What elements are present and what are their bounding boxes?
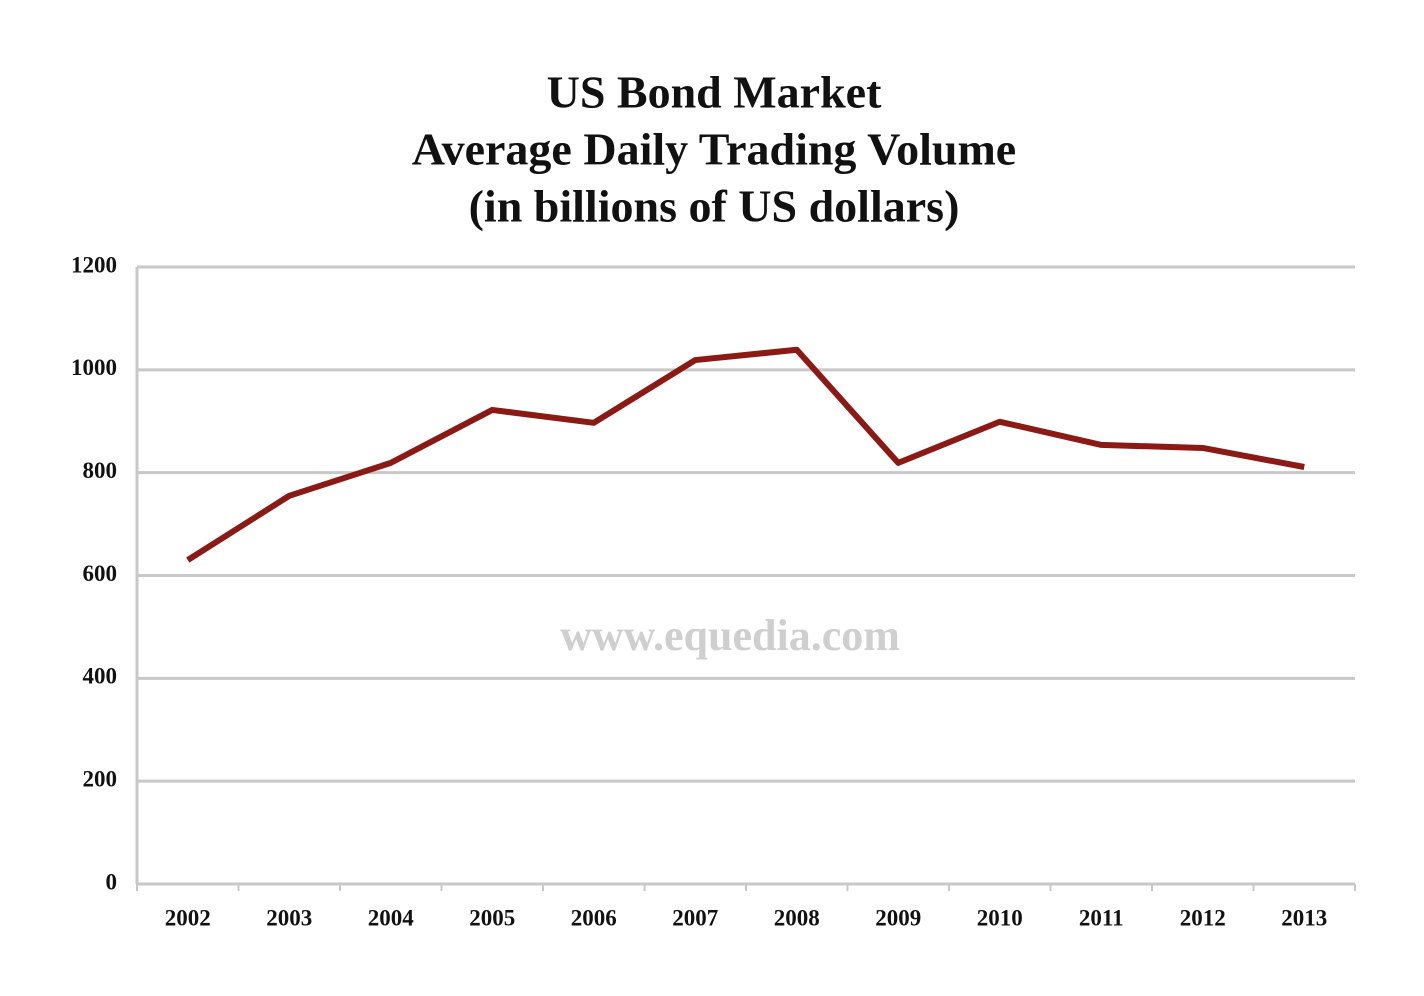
y-tick-label: 600 <box>83 561 118 586</box>
x-tick-label: 2013 <box>1281 905 1327 930</box>
x-tick-label: 2009 <box>875 905 921 930</box>
y-tick-label: 400 <box>83 664 118 689</box>
x-tick-label: 2006 <box>571 905 617 930</box>
y-tick-label: 0 <box>106 869 118 894</box>
x-tick-label: 2011 <box>1079 905 1124 930</box>
x-tick-label: 2010 <box>977 905 1023 930</box>
chart-title: (in billions of US dollars) <box>469 181 960 232</box>
chart-title: Average Daily Trading Volume <box>412 124 1016 175</box>
y-tick-label: 1200 <box>71 252 117 277</box>
x-tick-label: 2008 <box>774 905 820 930</box>
watermark: www.equedia.com <box>560 611 900 660</box>
y-tick-label: 200 <box>83 766 118 791</box>
x-tick-label: 2012 <box>1180 905 1226 930</box>
x-tick-label: 2003 <box>266 905 312 930</box>
y-tick-label: 1000 <box>71 355 117 380</box>
y-tick-label: 800 <box>83 458 118 483</box>
line-series <box>186 346 1305 563</box>
x-tick-label: 2004 <box>368 905 415 930</box>
x-tick-label: 2005 <box>469 905 515 930</box>
x-tick-label: 2002 <box>165 905 211 930</box>
chart-title: US Bond Market <box>547 67 882 118</box>
x-tick-label: 2007 <box>672 905 718 930</box>
